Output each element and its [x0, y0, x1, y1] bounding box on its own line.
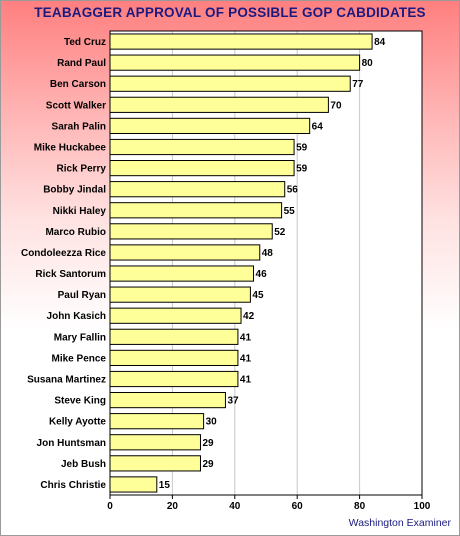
bar — [109, 181, 286, 198]
category-label: Mike Pence — [52, 353, 107, 364]
data-label: 45 — [252, 290, 264, 301]
bar — [109, 33, 373, 50]
bar — [109, 54, 361, 71]
category-label: Chris Christie — [40, 480, 106, 491]
data-label: 59 — [296, 143, 308, 154]
data-label: 48 — [262, 248, 274, 259]
data-label: 52 — [274, 227, 286, 238]
bar — [109, 413, 205, 430]
category-label: Mike Huckabee — [34, 143, 107, 154]
bar — [109, 307, 242, 324]
category-label: Nikki Haley — [53, 206, 107, 217]
bar — [109, 455, 201, 472]
category-label: Ben Carson — [50, 79, 106, 90]
category-label: Steve King — [54, 396, 106, 407]
data-label: 64 — [312, 121, 324, 132]
x-tick-label: 40 — [229, 501, 241, 512]
category-label: Paul Ryan — [58, 290, 106, 301]
x-tick-label: 20 — [167, 501, 179, 512]
category-label: Mary Fallin — [54, 332, 106, 343]
bar — [109, 434, 201, 451]
data-label: 41 — [240, 332, 252, 343]
bar — [109, 159, 295, 177]
category-label: Kelly Ayotte — [49, 417, 106, 428]
bar — [109, 349, 239, 367]
data-label: 55 — [284, 206, 296, 217]
bar — [109, 138, 295, 156]
x-tick-label: 0 — [107, 501, 113, 512]
bar — [109, 223, 273, 240]
bar — [109, 370, 239, 388]
bar — [109, 202, 283, 219]
category-label: Jon Huntsman — [37, 438, 106, 449]
bar — [109, 117, 311, 135]
data-label: 70 — [330, 100, 342, 111]
data-label: 84 — [374, 37, 386, 48]
category-label: Rick Perry — [57, 164, 107, 175]
bar — [109, 75, 351, 92]
data-label: 41 — [240, 375, 252, 386]
category-label: Jeb Bush — [61, 459, 106, 470]
data-label: 15 — [159, 480, 171, 491]
data-label: 46 — [256, 269, 268, 280]
bar — [109, 244, 261, 261]
bar — [109, 391, 226, 409]
bar — [109, 328, 239, 345]
data-label: 42 — [243, 311, 255, 322]
data-label: 29 — [202, 438, 214, 449]
data-label: 29 — [202, 459, 214, 470]
bar — [109, 96, 329, 113]
data-label: 30 — [206, 417, 218, 428]
data-label: 56 — [287, 185, 299, 196]
bar — [109, 265, 255, 282]
data-label: 37 — [227, 396, 239, 407]
category-label: Rick Santorum — [35, 269, 106, 280]
data-label: 59 — [296, 164, 308, 175]
data-label: 77 — [352, 79, 364, 90]
x-tick-label: 80 — [354, 501, 366, 512]
category-label: Scott Walker — [46, 100, 106, 111]
category-label: Bobby Jindal — [43, 185, 106, 196]
category-label: Marco Rubio — [45, 227, 106, 238]
category-label: Condoleezza Rice — [21, 248, 106, 259]
chart-title: TEABAGGER APPROVAL OF POSSIBLE GOP CABDI… — [34, 5, 426, 20]
data-label: 41 — [240, 353, 252, 364]
data-label: 80 — [362, 58, 374, 69]
x-tick-label: 60 — [292, 501, 304, 512]
bar — [109, 476, 158, 493]
category-label: Susana Martinez — [27, 375, 106, 386]
category-label: Ted Cruz — [64, 37, 106, 48]
category-label: Rand Paul — [57, 58, 106, 69]
category-label: John Kasich — [47, 311, 106, 322]
x-tick-label: 100 — [414, 501, 431, 512]
plot-border — [109, 30, 423, 496]
source-credit: Washington Examiner — [348, 517, 451, 529]
bar — [109, 286, 251, 303]
category-label: Sarah Palin — [52, 121, 106, 132]
